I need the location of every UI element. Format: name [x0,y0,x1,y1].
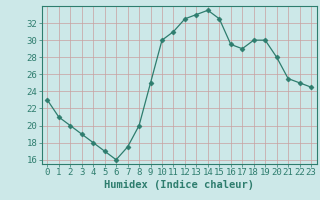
X-axis label: Humidex (Indice chaleur): Humidex (Indice chaleur) [104,180,254,190]
